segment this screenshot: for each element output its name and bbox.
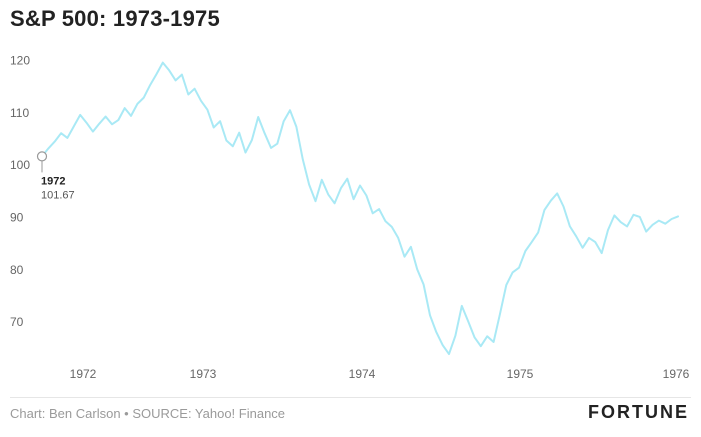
x-axis-ticks: 1972 1973 1974 1975 1976 [70, 367, 690, 381]
x-tick-label: 1975 [507, 367, 534, 381]
start-annotation: 1972 101.67 [36, 151, 75, 201]
y-tick-label: 110 [10, 106, 29, 120]
annotation-label: 1972 [41, 175, 65, 187]
y-tick-label: 80 [10, 263, 24, 277]
y-tick-label: 70 [10, 315, 24, 329]
source-credit: Chart: Ben Carlson • SOURCE: Yahoo! Fina… [10, 406, 286, 421]
y-tick-label: 100 [10, 158, 30, 172]
footer-divider [10, 397, 691, 398]
annotation-value: 101.67 [41, 189, 75, 201]
fortune-logo: FORTUNE [588, 402, 689, 422]
annotation-marker [36, 151, 48, 162]
y-tick-label: 120 [10, 53, 30, 67]
line-chart: 70 80 90 100 110 120 1972 1973 1974 1975 1976 197… [10, 53, 690, 381]
series-line [41, 61, 679, 356]
y-axis-ticks: 70 80 90 100 110 120 [10, 53, 30, 329]
y-tick-label: 90 [10, 210, 24, 224]
x-tick-label: 1973 [190, 367, 217, 381]
chart-title: S&P 500: 1973-1975 [10, 6, 220, 31]
x-tick-label: 1976 [663, 367, 690, 381]
x-tick-label: 1972 [70, 367, 97, 381]
x-tick-label: 1974 [349, 367, 376, 381]
